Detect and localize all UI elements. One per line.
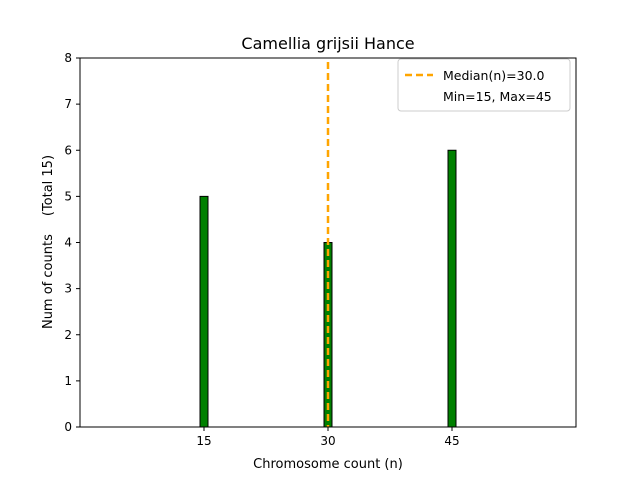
y-tick-label-3: 3 [64, 282, 72, 296]
x-tick-label-30: 30 [320, 434, 335, 448]
x-tick-label-15: 15 [196, 434, 211, 448]
y-tick-label-0: 0 [64, 420, 72, 434]
legend: Median(n)=30.0 Min=15, Max=45 [397, 58, 571, 112]
y-axis-label: Num of counts (Total 15) [41, 155, 56, 329]
bar-45 [447, 149, 457, 428]
y-tick-label-8: 8 [64, 51, 72, 65]
bar-15 [199, 195, 209, 428]
y-axis-label-total: (Total 15) [41, 155, 56, 216]
y-tick-label-7: 7 [64, 97, 72, 111]
legend-frame [397, 58, 571, 112]
y-tick-label-5: 5 [64, 189, 72, 203]
y-tick-label-4: 4 [64, 236, 72, 250]
y-tick-label-2: 2 [64, 328, 72, 342]
y-tick-label-1: 1 [64, 374, 72, 388]
x-tick-label-45: 45 [444, 434, 459, 448]
bar-30 [323, 242, 333, 428]
legend-entry-median: Median(n)=30.0 [443, 68, 544, 83]
chart-title: Camellia grijsii Hance [241, 34, 414, 53]
legend-entry-range: Min=15, Max=45 [443, 89, 552, 104]
y-tick-label-6: 6 [64, 143, 72, 157]
y-axis-label-main: Num of counts [41, 234, 56, 329]
x-axis-label: Chromosome count (n) [253, 457, 403, 472]
